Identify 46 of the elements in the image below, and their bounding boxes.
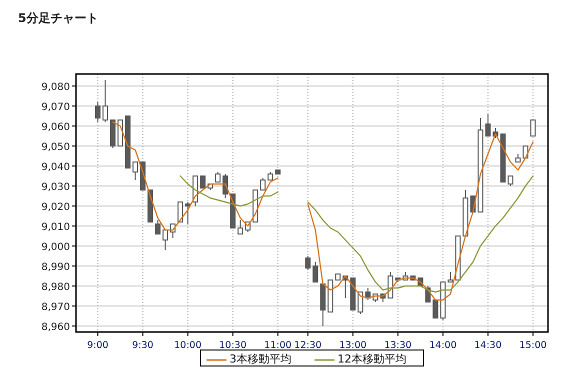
candlestick [162, 230, 168, 250]
x-tick-label: 12:30 [294, 340, 322, 351]
candlestick [312, 262, 318, 282]
candlestick [238, 220, 244, 234]
x-tick-label: 10:30 [219, 340, 247, 351]
y-tick-label: 9,080 [41, 82, 70, 93]
y-tick-label: 9,000 [41, 242, 70, 253]
y-tick-label: 8,980 [41, 282, 70, 293]
candlestick [200, 176, 206, 188]
candlestick [358, 292, 364, 314]
legend-label: 12本移動平均 [338, 352, 406, 366]
y-tick-label: 9,070 [41, 102, 70, 113]
candlestick [215, 172, 221, 182]
candlestick [102, 80, 108, 122]
candlestick [448, 272, 454, 282]
y-tick-label: 8,990 [41, 262, 70, 273]
candlestick [155, 220, 161, 234]
x-tick-label: 14:30 [474, 340, 502, 351]
candlestick [530, 120, 536, 136]
x-tick-label: 13:30 [384, 340, 412, 351]
candlestick [485, 114, 491, 136]
y-tick-label: 9,010 [41, 222, 70, 233]
y-tick-label: 8,960 [41, 322, 70, 333]
x-tick-label: 9:30 [132, 340, 154, 351]
x-tick-label: 10:00 [174, 340, 202, 351]
y-tick-label: 9,060 [41, 122, 70, 133]
candlestick [508, 176, 514, 186]
y-tick-label: 9,030 [41, 182, 70, 193]
candlestick [260, 178, 266, 190]
x-tick-label: 11:00 [264, 340, 292, 351]
y-tick-label: 8,970 [41, 302, 70, 313]
candlestick [305, 256, 311, 270]
x-tick-label: 15:00 [519, 340, 547, 351]
x-tick-label: 14:00 [429, 340, 457, 351]
x-tick-label: 13:00 [339, 340, 367, 351]
candlestick [432, 300, 438, 318]
y-tick-label: 9,040 [41, 162, 70, 173]
candlestick [132, 162, 138, 180]
candlestick [95, 102, 101, 122]
candlestick [222, 174, 228, 198]
x-tick-label: 9:00 [87, 340, 108, 351]
candlestick [185, 202, 191, 224]
chart-title: 5分足チャート [18, 11, 98, 25]
y-tick-label: 9,020 [41, 202, 70, 213]
legend-label: 3本移動平均 [230, 352, 292, 366]
y-tick-label: 9,050 [41, 142, 70, 153]
